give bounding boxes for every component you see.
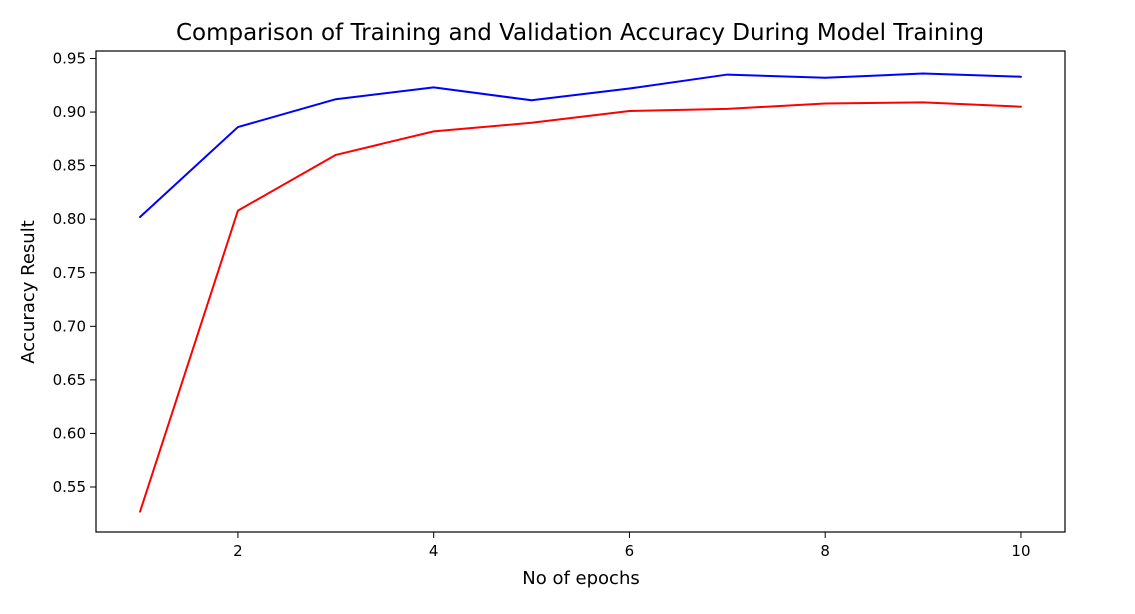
y-tick-label: 0.80 [53,210,86,228]
x-tick-label: 6 [625,542,635,560]
y-axis-title: Accuracy Result [18,220,39,364]
y-tick-label: 0.85 [53,157,86,175]
series-line-1 [139,72,1022,219]
x-tick-label: 8 [820,542,830,560]
y-tick-label: 0.90 [53,103,86,121]
x-tick-label: 4 [429,542,439,560]
x-tick-label: 10 [1011,542,1030,560]
y-tick-label: 0.70 [53,317,86,335]
y-tick-label: 0.65 [53,371,86,389]
y-axis: 0.55 0.60 0.65 0.70 0.75 0.80 0.85 0.90 0.95 [53,49,96,496]
x-axis-title: No of epochs [522,568,639,589]
y-tick-label: 0.60 [53,424,86,442]
chart-title: Comparison of Training and Validation Ac… [176,20,984,46]
plot-frame [95,50,1066,533]
y-tick-label: 0.95 [53,49,86,67]
series-line-2 [139,101,1022,513]
x-tick-label: 2 [233,542,243,560]
plot-area [139,72,1022,513]
y-tick-label: 0.55 [53,478,86,496]
y-tick-label: 0.75 [53,264,86,282]
x-axis: 2 4 6 8 10 [233,532,1031,560]
